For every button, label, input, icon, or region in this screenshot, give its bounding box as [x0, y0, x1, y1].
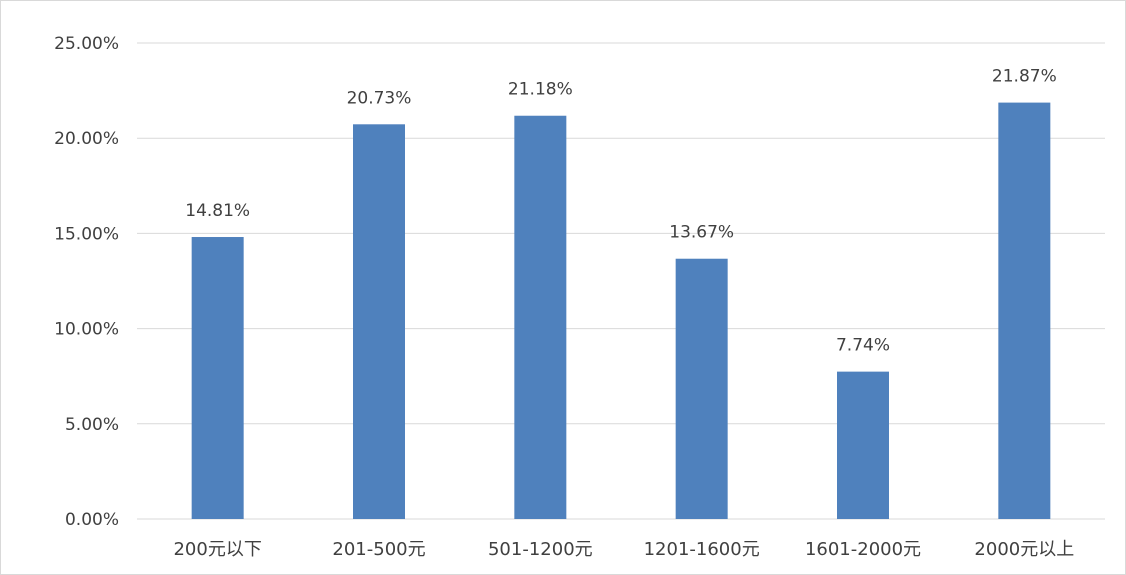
y-tick-label: 10.00%: [54, 320, 119, 340]
category-label: 501-1200元: [488, 539, 593, 560]
category-label: 1601-2000元: [805, 539, 921, 560]
category-label: 2000元以上: [974, 539, 1074, 560]
x-axis-category-labels: 200元以下 201-500元 501-1200元 1201-1600元 1601-20…: [173, 539, 1074, 560]
bar: [998, 102, 1051, 519]
y-tick-label: 5.00%: [65, 415, 119, 435]
data-label: 20.73%: [347, 88, 412, 108]
bar: [353, 124, 405, 520]
bar: [191, 237, 244, 520]
data-label: 21.87%: [992, 67, 1057, 87]
gridlines: [137, 42, 1105, 520]
y-tick-label: 20.00%: [54, 129, 119, 149]
y-tick-label: 15.00%: [54, 224, 119, 244]
category-label: 200元以下: [173, 539, 261, 560]
data-labels: 14.81% 20.73% 21.18% 13.67% 7.74% 21.87%: [185, 67, 1056, 356]
bar: [675, 258, 728, 519]
category-label: 1201-1600元: [644, 539, 760, 560]
bar: [837, 371, 889, 519]
y-tick-label: 0.00%: [65, 510, 119, 530]
y-tick-label: 25.00%: [54, 34, 119, 54]
data-label: 7.74%: [836, 336, 890, 356]
bar: [514, 115, 567, 520]
data-label: 21.18%: [508, 80, 573, 100]
data-label: 14.81%: [185, 201, 250, 221]
category-label: 201-500元: [332, 539, 425, 560]
bars: [191, 102, 1051, 520]
data-label: 13.67%: [669, 223, 734, 243]
y-axis-tick-labels: 0.00% 5.00% 10.00% 15.00% 20.00% 25.00%: [54, 34, 119, 530]
